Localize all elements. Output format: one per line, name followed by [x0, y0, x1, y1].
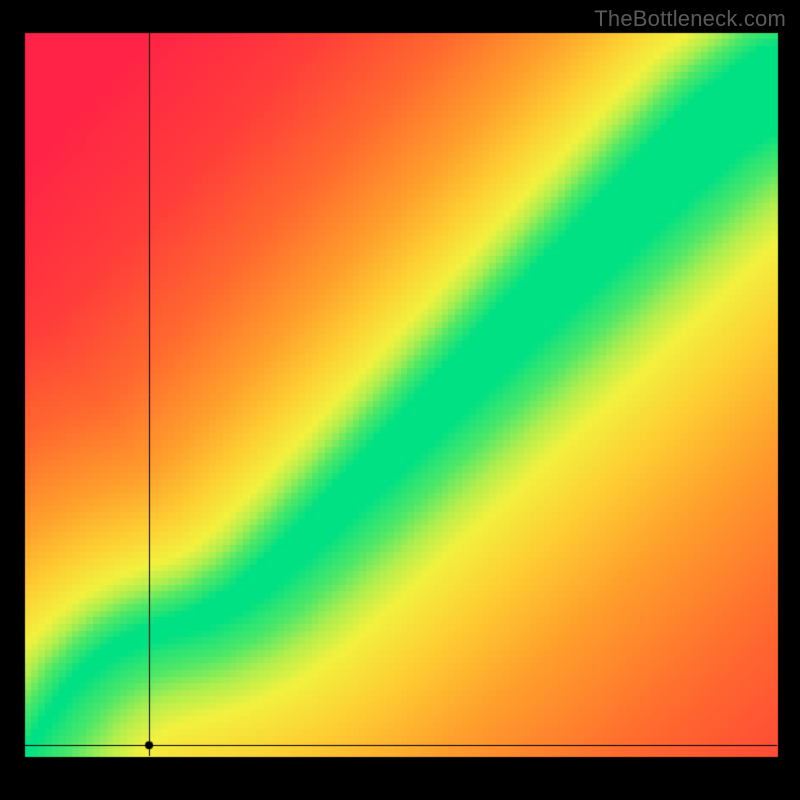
watermark-label: TheBottleneck.com — [594, 6, 786, 32]
bottleneck-heatmap-canvas — [0, 0, 800, 800]
chart-container: TheBottleneck.com — [0, 0, 800, 800]
